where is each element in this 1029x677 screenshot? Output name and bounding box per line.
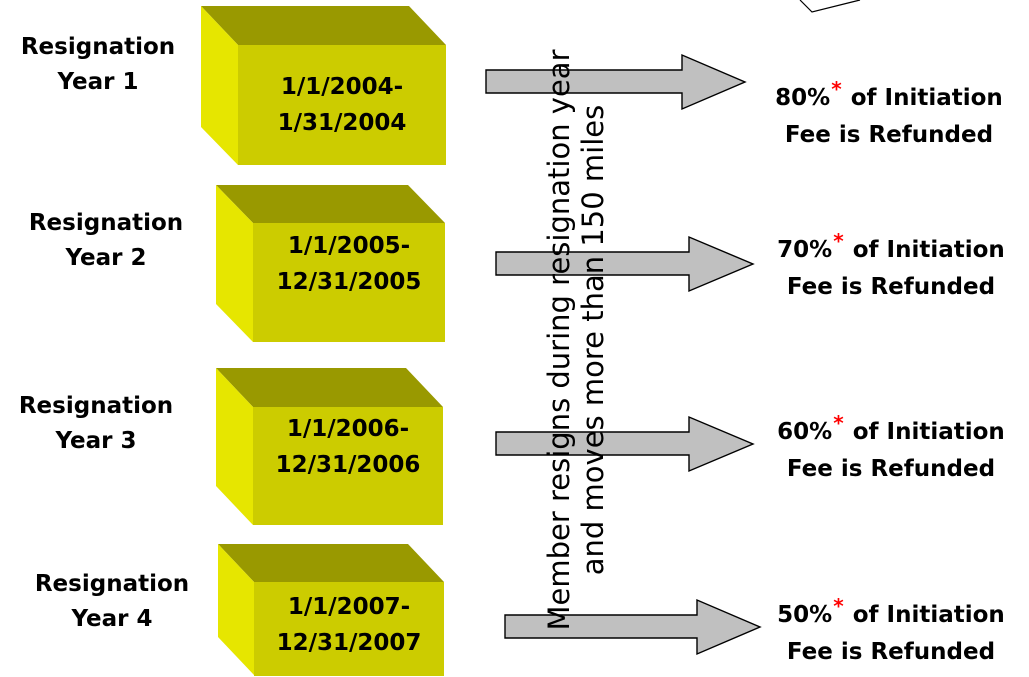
refund-line1: 50%* of Initiation: [756, 594, 1026, 634]
vertical-condition-note: Member resigns during resignation year a…: [542, 10, 610, 670]
date-box-year-1: [201, 6, 446, 165]
arrow-icon-year-3: [495, 415, 755, 473]
date-range-year-4: 1/1/2007- 12/31/2007: [254, 589, 444, 661]
resignation-year-3-label: Resignation Year 3: [6, 389, 186, 459]
date-box-year-4: [218, 544, 444, 676]
box-front: [253, 407, 443, 525]
refund-percent: 80%: [775, 85, 831, 111]
refund-text: of Initiation: [852, 419, 1005, 445]
resignation-year-4-label: Resignation Year 4: [22, 567, 202, 637]
refund-percent: 50%: [777, 602, 833, 628]
refund-text: of Initiation: [852, 602, 1005, 628]
refund-line2: Fee is Refunded: [784, 122, 994, 148]
label-line2: Year 2: [65, 245, 147, 271]
asterisk-footnote: *: [833, 594, 844, 618]
refund-line1: 60%* of Initiation: [756, 411, 1026, 451]
label-line2: Year 3: [55, 428, 137, 454]
asterisk-footnote: *: [833, 229, 844, 253]
box-side: [201, 6, 238, 165]
note-line2: and moves more than 150 miles: [576, 104, 610, 576]
arrow-icon-year-1: [485, 53, 747, 111]
date-box-year-3: [216, 368, 443, 525]
date-range-year-1: 1/1/2004- 1/31/2004: [238, 69, 446, 141]
box-side: [216, 185, 253, 342]
box-front: [238, 45, 446, 165]
refund-result-year-4: 50%* of Initiation Fee is Refunded: [756, 594, 1026, 671]
arrow-icon-year-4: [504, 598, 762, 656]
box-side: [218, 544, 254, 675]
refund-line1: 80%* of Initiation: [754, 77, 1024, 117]
asterisk-footnote: *: [831, 77, 842, 101]
date-box-year-2: [216, 185, 445, 342]
box-top: [218, 544, 444, 582]
refund-line2: Fee is Refunded: [786, 456, 996, 482]
refund-text: of Initiation: [852, 237, 1005, 263]
refund-result-year-1: 80%* of Initiation Fee is Refunded: [754, 77, 1024, 154]
resignation-year-1-label: Resignation Year 1: [8, 30, 188, 100]
box-top: [216, 368, 443, 407]
note-line1: Member resigns during resignation year: [542, 49, 576, 631]
date-end: 12/31/2007: [276, 630, 422, 656]
refund-text: of Initiation: [850, 85, 1003, 111]
date-start: 1/1/2006-: [286, 416, 410, 442]
box-top: [201, 6, 446, 45]
date-start: 1/1/2004-: [280, 74, 404, 100]
label-line1: Resignation: [18, 393, 174, 419]
refund-line2: Fee is Refunded: [786, 639, 996, 665]
date-end: 12/31/2005: [276, 269, 422, 295]
label-line1: Resignation: [20, 34, 176, 60]
date-start: 1/1/2007-: [287, 594, 411, 620]
refund-result-year-2: 70%* of Initiation Fee is Refunded: [756, 229, 1026, 306]
label-line2: Year 4: [71, 606, 153, 632]
date-range-year-2: 1/1/2005- 12/31/2005: [253, 228, 445, 300]
arrow-icon-year-2: [495, 235, 755, 293]
label-line2: Year 1: [57, 69, 139, 95]
refund-result-year-3: 60%* of Initiation Fee is Refunded: [756, 411, 1026, 488]
date-start: 1/1/2005-: [287, 233, 411, 259]
box-front: [254, 582, 444, 676]
refund-line1: 70%* of Initiation: [756, 229, 1026, 269]
refund-percent: 60%: [777, 419, 833, 445]
partial-arrow-icon: [799, 0, 861, 13]
refund-percent: 70%: [777, 237, 833, 263]
box-top: [216, 185, 445, 223]
date-range-year-3: 1/1/2006- 12/31/2006: [253, 411, 443, 483]
resignation-year-2-label: Resignation Year 2: [16, 206, 196, 276]
refund-line2: Fee is Refunded: [786, 274, 996, 300]
box-side: [216, 368, 253, 525]
box-front: [253, 223, 445, 342]
label-line1: Resignation: [34, 571, 190, 597]
label-line1: Resignation: [28, 210, 184, 236]
asterisk-footnote: *: [833, 411, 844, 435]
date-end: 1/31/2004: [277, 110, 407, 136]
date-end: 12/31/2006: [275, 452, 421, 478]
